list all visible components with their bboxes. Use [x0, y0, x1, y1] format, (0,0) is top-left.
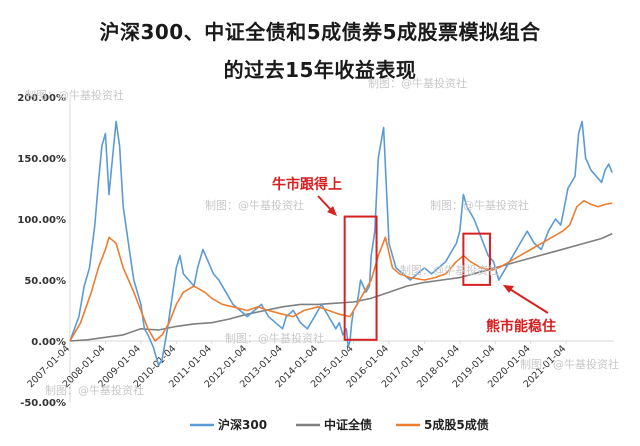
y-tick-label: -50.00% — [20, 398, 66, 409]
watermark: 制图：@牛基投资社 — [400, 264, 499, 277]
bear-arrow-head — [503, 285, 514, 293]
watermark: 制图：@牛基投资社 — [520, 358, 619, 371]
watermark: 制图：@牛基投资社 — [205, 199, 304, 212]
y-tick-label: 100.00% — [17, 215, 66, 226]
bear-highlight-box — [462, 232, 491, 286]
bear-annotation-label: 熊市能稳住 — [486, 318, 556, 335]
y-tick-label: 50.00% — [24, 276, 66, 287]
chart-title-line1: 沪深300、中证全债和5成债券5成股票模拟组合 — [99, 20, 541, 44]
bear-arrow-line — [507, 287, 549, 314]
legend: 沪深300 中证全债 5成股5成债 — [190, 417, 489, 432]
y-tick-label: 150.00% — [17, 154, 66, 165]
watermark: 制图：@牛基投资社 — [25, 89, 124, 102]
chart-title-line2: 的过去15年收益表现 — [223, 58, 417, 82]
y-tick-label: 0.00% — [31, 337, 66, 348]
watermark: 制图：@牛基投资社 — [430, 199, 529, 212]
legend-label: 5成股5成债 — [424, 417, 489, 432]
y-tick-label: 200.00% — [17, 93, 66, 104]
bull-arrow-head — [327, 206, 337, 216]
series-line-2 — [69, 199, 613, 342]
watermark: 制图：@牛基投资社 — [45, 384, 144, 397]
legend-label: 沪深300 — [218, 417, 267, 432]
watermark: 制图：@牛基投资社 — [225, 332, 324, 345]
bull-annotation-label: 牛市跟得上 — [272, 176, 342, 193]
bull-highlight-box — [343, 215, 378, 341]
watermark: 制图：@牛基投资社 — [368, 77, 467, 90]
legend-label: 中证全债 — [324, 417, 372, 432]
